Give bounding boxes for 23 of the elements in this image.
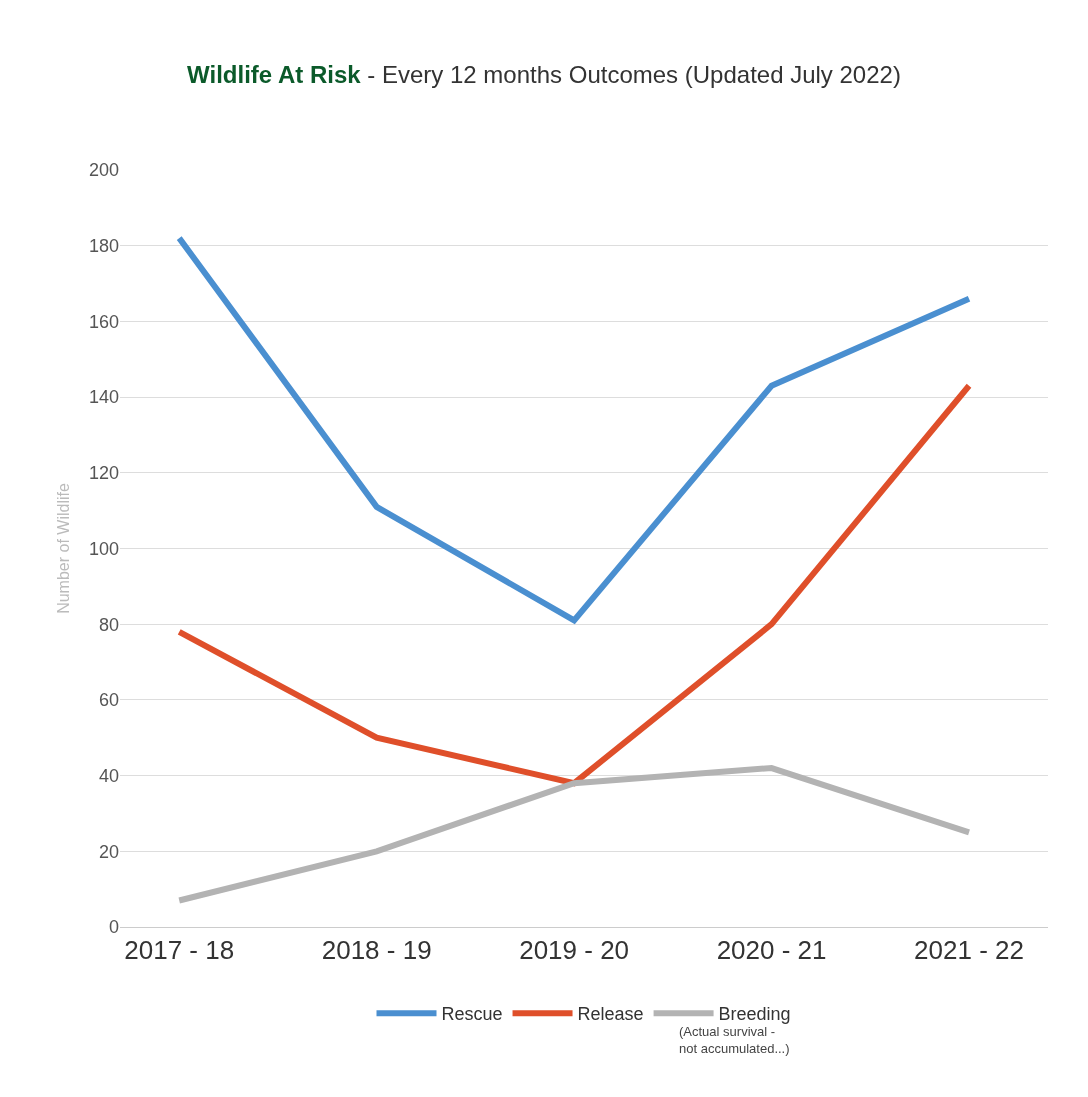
legend-label: Release [577, 1004, 644, 1025]
chart-title: Wildlife At Risk [187, 60, 362, 88]
x-tick-label: 2018 - 19 [321, 935, 432, 966]
legend-label: Breeding [718, 1004, 791, 1025]
x-tick-label: 2017 - 18 [124, 935, 235, 966]
x-tick-label: 2019 - 20 [519, 935, 630, 966]
y-axis-title: Number of Wildlife [54, 483, 72, 614]
y-tick-label: 80 [98, 614, 119, 635]
y-tick-label: 180 [88, 236, 119, 256]
text: (Actual survival - not accumulated...) [679, 1024, 790, 1056]
legend-label: Rescue [441, 1004, 503, 1025]
y-tick-label: 60 [98, 690, 119, 711]
y-tick-label: 0 [108, 917, 119, 938]
y-tick-label: 20 [98, 841, 119, 862]
y-tick-label: 200 [88, 160, 119, 181]
y-tick-label: 160 [88, 311, 119, 332]
y-tick-label: 140 [88, 387, 119, 408]
y-tick-label: 100 [88, 538, 119, 559]
y-tick-label: 120 [88, 463, 119, 484]
y-tick-label: 40 [98, 765, 119, 786]
x-tick-label: 2021 - 22 [914, 935, 1024, 966]
chart-subtitle: - Every 12 months Outcomes (Updated July 2022) [367, 60, 901, 88]
x-tick-label: 2020 - 21 [716, 935, 827, 966]
